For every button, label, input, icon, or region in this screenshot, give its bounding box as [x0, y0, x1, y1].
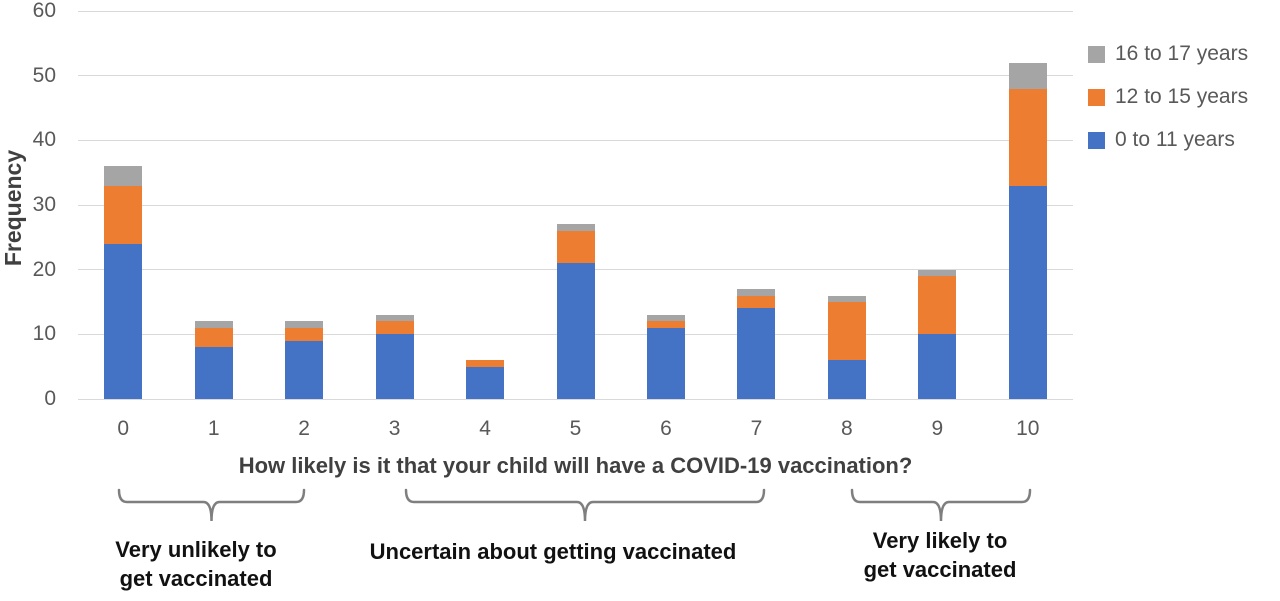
annotation-line: Very likely to	[872, 528, 1008, 553]
x-axis-tick-label: 2	[298, 417, 310, 440]
bar-segment-0-to-11-years-cat-5	[556, 263, 595, 399]
bar-segment-0-to-11-years-cat-6	[646, 327, 685, 399]
gridline-60	[78, 10, 1073, 12]
bar-segment-16-to-17-years-cat-5	[556, 224, 595, 231]
brace-very-unlikely	[117, 488, 306, 522]
x-axis-tick-label: 9	[931, 417, 944, 440]
x-axis-tick-label: 6	[660, 417, 672, 440]
x-axis-tick-label: 5	[569, 417, 582, 440]
legend-item-0-to-11-years: 0 to 11 years	[1088, 127, 1248, 153]
plot-area	[78, 10, 1073, 400]
y-axis-tick-label: 0	[44, 387, 56, 410]
bar-segment-0-to-11-years-cat-8	[827, 360, 866, 399]
legend-label: 16 to 17 years	[1115, 42, 1249, 65]
bar-segment-16-to-17-years-cat-9	[918, 269, 957, 277]
bar-segment-16-to-17-years-cat-8	[827, 295, 866, 302]
legend-swatch-12-to-15-years	[1088, 88, 1105, 106]
bar-segment-16-to-17-years-cat-0	[104, 166, 143, 186]
bar-segment-12-to-15-years-cat-9	[918, 276, 957, 335]
x-axis-tick-label: 10	[1016, 417, 1040, 440]
brace-path	[117, 488, 306, 522]
bar-segment-12-to-15-years-cat-8	[827, 302, 866, 361]
bar-segment-0-to-11-years-cat-4	[466, 366, 505, 399]
bar-segment-12-to-15-years-cat-7	[737, 295, 776, 309]
x-axis-tick-label: 4	[479, 417, 491, 440]
annotation-uncertain: Uncertain about getting vaccinated	[318, 537, 788, 566]
bar-segment-16-to-17-years-cat-2	[285, 321, 324, 328]
y-axis-tick-label: 20	[32, 257, 56, 281]
bar-segment-12-to-15-years-cat-2	[285, 327, 324, 341]
annotation-line: get vaccinated	[863, 557, 1017, 582]
legend-swatch-16-to-17-years	[1088, 45, 1105, 63]
x-axis-tick-label: 1	[207, 417, 220, 440]
x-axis-tick-label: 0	[117, 417, 130, 440]
legend-item-12-to-15-years: 12 to 15 years	[1088, 84, 1248, 110]
bar-segment-0-to-11-years-cat-10	[1008, 185, 1047, 399]
annotation-very-likely: Very likely to get vaccinated	[835, 526, 1045, 584]
annotation-line: Uncertain about getting vaccinated	[369, 539, 737, 564]
y-axis-tick-label: 40	[32, 128, 56, 152]
y-axis-tick-label: 30	[32, 193, 56, 216]
bar-segment-0-to-11-years-cat-9	[918, 334, 957, 399]
bar-segment-0-to-11-years-cat-0	[104, 243, 143, 399]
gridline-30	[78, 204, 1073, 206]
y-axis-tick-label: 60	[32, 0, 56, 22]
bar-segment-0-to-11-years-cat-3	[375, 334, 414, 399]
legend-label: 0 to 11 years	[1115, 128, 1235, 151]
gridline-0	[78, 398, 1073, 400]
brace-uncertain	[404, 488, 766, 522]
y-axis-tick-label: 10	[32, 322, 56, 346]
bar-segment-0-to-11-years-cat-7	[737, 308, 776, 399]
x-axis: 0 1 2 3 4 5 6 7 8 9 10	[78, 417, 1073, 443]
bar-segment-16-to-17-years-cat-7	[737, 289, 776, 296]
annotation-line: Very unlikely to	[115, 537, 277, 562]
bar-segment-0-to-11-years-cat-1	[194, 347, 233, 399]
x-axis-tick-label: 8	[841, 417, 853, 440]
x-axis-title: How likely is it that your child will ha…	[238, 453, 913, 478]
bar-segment-12-to-15-years-cat-5	[556, 230, 595, 264]
bar-segment-12-to-15-years-cat-3	[375, 321, 414, 335]
legend-swatch-0-to-11-years	[1088, 131, 1105, 149]
brace-very-likely	[850, 488, 1032, 522]
bar-segment-16-to-17-years-cat-10	[1008, 62, 1047, 89]
annotation-line: get vaccinated	[119, 566, 273, 591]
bar-segment-12-to-15-years-cat-10	[1008, 88, 1047, 186]
bar-segment-12-to-15-years-cat-0	[104, 185, 143, 244]
bar-segment-16-to-17-years-cat-6	[646, 314, 685, 322]
gridline-40	[78, 139, 1073, 141]
legend-item-16-to-17-years: 16 to 17 years	[1088, 41, 1248, 67]
gridline-50	[78, 75, 1073, 77]
bar-segment-12-to-15-years-cat-4	[466, 360, 505, 367]
x-axis-tick-label: 3	[388, 417, 401, 440]
annotation-very-unlikely: Very unlikely to get vaccinated	[91, 535, 301, 593]
legend-label: 12 to 15 years	[1115, 85, 1249, 108]
brace-path	[404, 488, 766, 522]
bar-segment-12-to-15-years-cat-1	[194, 327, 233, 348]
bar-segment-12-to-15-years-cat-6	[646, 321, 685, 328]
x-axis-tick-label: 7	[750, 417, 763, 440]
brace-path	[850, 488, 1032, 522]
y-axis: 0 10 20 30 40 50 60	[0, 0, 62, 410]
legend: 16 to 17 years 12 to 15 years 0 to 11 ye…	[1088, 41, 1248, 170]
bar-segment-16-to-17-years-cat-3	[375, 314, 414, 322]
bar-segment-16-to-17-years-cat-1	[194, 321, 233, 328]
y-axis-tick-label: 50	[32, 63, 56, 87]
bar-segment-0-to-11-years-cat-2	[285, 340, 324, 399]
